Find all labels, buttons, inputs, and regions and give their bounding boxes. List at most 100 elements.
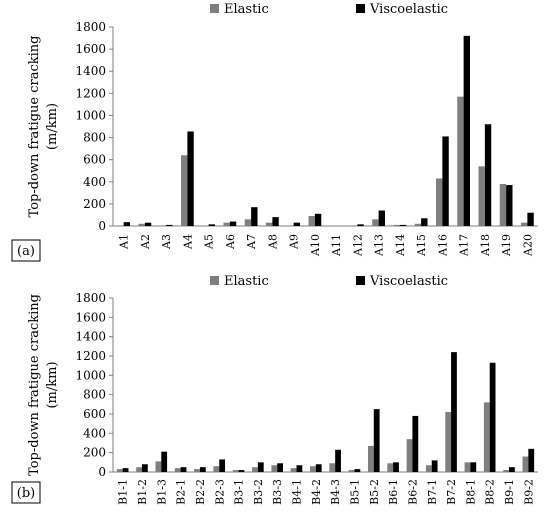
bar-viscoelastic-b8-2 bbox=[489, 362, 496, 472]
y-tick-label: 1400 bbox=[75, 64, 106, 78]
chart-a-svg: 0 200 400 600 800 1000 1200 1400 1600 1800 Top-dow… bbox=[11, 2, 538, 262]
y-tick-label: 400 bbox=[83, 426, 106, 440]
bar-viscoelastic-a13 bbox=[378, 210, 385, 226]
bar-elastic-a15 bbox=[414, 223, 422, 226]
y-tick-label: 400 bbox=[83, 175, 106, 189]
bar-viscoelastic-b3-2 bbox=[257, 462, 264, 472]
bar-elastic-a6 bbox=[223, 222, 230, 226]
panel-tag: (b) bbox=[11, 481, 41, 504]
bar-elastic-b4-2 bbox=[310, 466, 316, 472]
x-tick-label: B5-2 bbox=[368, 479, 381, 505]
x-tick-label: A12 bbox=[351, 234, 364, 257]
x-tick-label: B6-2 bbox=[406, 479, 419, 505]
x-tick-label: A5 bbox=[203, 234, 216, 250]
x-tick-label: B2-1 bbox=[175, 479, 188, 505]
bar-viscoelastic-a1 bbox=[123, 222, 130, 226]
x-tick-label: B6-1 bbox=[387, 479, 400, 505]
x-tick-label: A2 bbox=[139, 234, 152, 250]
bar-elastic-a3 bbox=[159, 225, 167, 226]
x-tick-label: B8-1 bbox=[464, 479, 477, 505]
x-tick-label: A19 bbox=[500, 234, 513, 257]
bar-elastic-b6-1 bbox=[387, 463, 394, 472]
bar-viscoelastic-a20 bbox=[527, 212, 534, 226]
x-tick-label: B1-1 bbox=[117, 479, 130, 505]
y-tick-label: 1000 bbox=[75, 368, 106, 382]
chart-panel-a: 0 200 400 600 800 1000 1200 1400 1600 1800 Top-dow… bbox=[11, 2, 538, 262]
x-tick-label: B2-3 bbox=[213, 479, 226, 505]
legend-swatch-viscoelastic bbox=[356, 276, 365, 285]
bar-viscoelastic-b1-2 bbox=[141, 464, 148, 472]
y-axis-title: Top-down fratigue cracking bbox=[27, 294, 42, 476]
bar-elastic-b2-2 bbox=[194, 469, 200, 472]
bar-elastic-b7-2 bbox=[445, 412, 452, 472]
y-tick-label: 1200 bbox=[75, 86, 106, 100]
bar-viscoelastic-b3-1 bbox=[238, 470, 245, 472]
x-tick-label: A14 bbox=[394, 234, 407, 257]
bar-viscoelastic-b7-2 bbox=[451, 352, 457, 472]
panel-tag-label: (b) bbox=[17, 486, 35, 501]
bar-elastic-a19 bbox=[499, 183, 507, 226]
y-tick-label: 0 bbox=[98, 219, 106, 233]
x-tick-label: A16 bbox=[436, 234, 449, 257]
x-tick-label: A18 bbox=[479, 234, 492, 257]
bar-elastic-a12 bbox=[351, 225, 358, 226]
legend-label-elastic: Elastic bbox=[224, 274, 269, 289]
bar-viscoelastic-a14 bbox=[399, 224, 407, 226]
bar-elastic-a14 bbox=[393, 224, 400, 226]
x-tick-label: A11 bbox=[330, 234, 343, 257]
bar-elastic-b5-1 bbox=[348, 470, 355, 472]
bar-elastic-b4-3 bbox=[329, 463, 336, 472]
bar-elastic-b4-1 bbox=[290, 468, 297, 472]
y-tick-label: 0 bbox=[98, 465, 106, 479]
bar-viscoelastic-b4-1 bbox=[296, 465, 303, 472]
panel-tag-label: (a) bbox=[17, 244, 35, 259]
x-tick-label: A1 bbox=[118, 234, 131, 250]
legend-label-viscoelastic: Viscoelastic bbox=[369, 274, 448, 289]
legend: Elastic Viscoelastic bbox=[210, 2, 448, 17]
x-tick-label: A20 bbox=[521, 234, 534, 257]
bar-viscoelastic-a10 bbox=[314, 213, 322, 226]
bar-elastic-a18 bbox=[478, 166, 485, 226]
bar-viscoelastic-a7 bbox=[251, 207, 258, 226]
bar-elastic-b3-2 bbox=[252, 467, 258, 472]
y-tick-label: 1200 bbox=[75, 349, 106, 363]
bar-viscoelastic-b5-2 bbox=[373, 409, 380, 472]
bar-viscoelastic-a19 bbox=[506, 185, 513, 226]
bar-elastic-b8-2 bbox=[483, 402, 490, 472]
x-tick-label: B4-3 bbox=[329, 479, 342, 505]
bar-viscoelastic-b7-1 bbox=[431, 460, 438, 472]
bar-elastic-b3-3 bbox=[271, 465, 278, 472]
x-tick-label: B2-2 bbox=[194, 479, 207, 505]
legend-label-viscoelastic: Viscoelastic bbox=[369, 2, 448, 17]
x-tick-label: B9-2 bbox=[522, 479, 535, 505]
bar-viscoelastic-a8 bbox=[272, 217, 279, 226]
y-tick-label: 200 bbox=[83, 197, 106, 211]
bar-viscoelastic-b2-3 bbox=[219, 459, 226, 472]
bar-elastic-b2-1 bbox=[174, 468, 181, 472]
bar-viscoelastic-b2-1 bbox=[180, 467, 187, 472]
x-tick-label: A10 bbox=[309, 234, 322, 257]
bar-elastic-a2 bbox=[138, 223, 145, 226]
bar-elastic-a10 bbox=[308, 216, 315, 226]
bar-elastic-b6-2 bbox=[406, 439, 413, 472]
y-tick-label: 600 bbox=[83, 153, 106, 167]
bar-elastic-a1 bbox=[117, 225, 124, 226]
x-tick-label: B3-3 bbox=[271, 479, 284, 505]
x-tick-label: A7 bbox=[245, 234, 258, 250]
y-tick-label: 1000 bbox=[75, 108, 106, 122]
bar-elastic-a9 bbox=[287, 225, 294, 226]
bar-viscoelastic-b3-3 bbox=[277, 463, 283, 472]
bar-viscoelastic-b9-1 bbox=[509, 467, 515, 472]
bar-viscoelastic-b4-3 bbox=[335, 449, 341, 472]
bar-viscoelastic-b1-1 bbox=[122, 468, 129, 472]
bar-elastic-b1-3 bbox=[155, 461, 162, 472]
bar-elastic-a7 bbox=[244, 219, 252, 226]
bar-elastic-a17 bbox=[457, 96, 464, 227]
bar-elastic-a13 bbox=[372, 219, 379, 226]
y-tick-label: 800 bbox=[83, 388, 106, 402]
x-tick-label: A6 bbox=[224, 234, 237, 250]
y-tick-label: 1600 bbox=[75, 310, 106, 324]
bar-elastic-b2-3 bbox=[213, 466, 220, 472]
bar-elastic-b8-1 bbox=[464, 462, 471, 472]
bar-viscoelastic-a2 bbox=[144, 222, 152, 226]
